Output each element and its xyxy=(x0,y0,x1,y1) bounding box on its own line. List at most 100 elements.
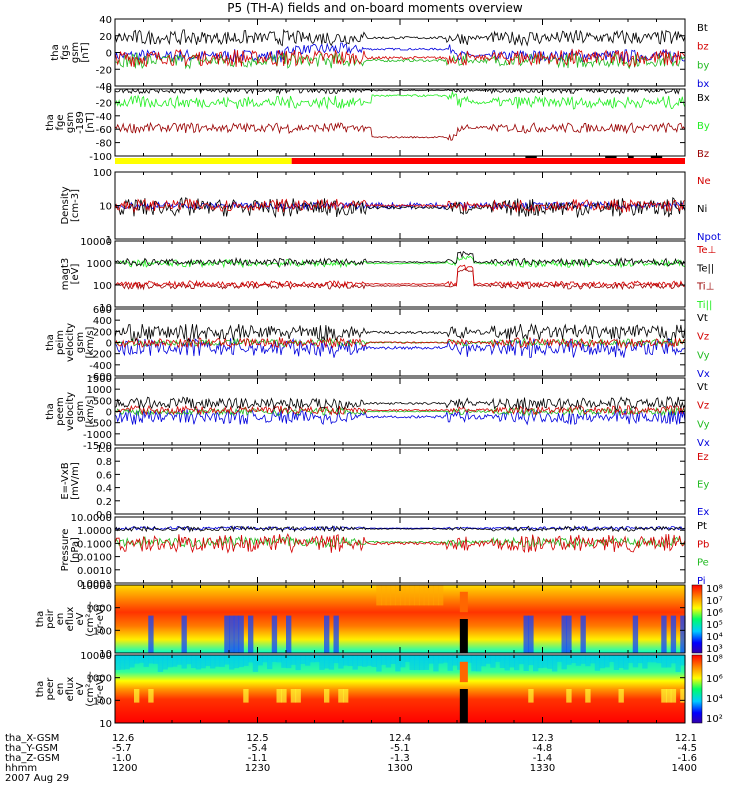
pressure-ytick-label: 10.0000 xyxy=(71,513,112,524)
peer-colorbar-tick: 10⁴ xyxy=(706,694,723,705)
peer-top-band xyxy=(153,655,159,664)
fgs-ytick-label: 40 xyxy=(99,15,112,26)
peem-ylabel: tha peem velocity gsm [km/s] xyxy=(45,392,96,431)
peer-ylabel-line: en xyxy=(55,683,66,696)
peer-ytick-label: 100 xyxy=(93,696,112,707)
peer-top-band xyxy=(490,655,496,668)
peer-ytick-label: 10 xyxy=(99,719,112,730)
peir-quiet-band xyxy=(390,585,396,606)
peer-top-band xyxy=(295,655,301,671)
peim-series-Vz xyxy=(114,337,686,349)
fgs-ylabel-line: tha xyxy=(50,44,61,60)
ephemeris-value: -1.0 xyxy=(112,753,132,764)
peer-mid-band xyxy=(585,689,591,703)
ephemeris-label: hhmm xyxy=(5,763,37,774)
peer-top-band xyxy=(447,655,453,671)
pressure-series-Pb xyxy=(114,533,686,554)
peir-low-flux xyxy=(286,615,292,653)
peer-top-band xyxy=(248,655,254,663)
pressure-legend-3: Pi xyxy=(697,576,706,587)
fgs-ytick-label: 20 xyxy=(99,32,112,43)
peem-ylabel-line: tha xyxy=(45,403,56,419)
efield-ytick-label: 0.6 xyxy=(96,470,112,481)
peer-top-band xyxy=(347,655,354,667)
peir-low-flux xyxy=(224,615,230,653)
peer-ylabel-line: (cm²-s- xyxy=(85,671,96,707)
ephemeris-value: 12.6 xyxy=(112,733,134,744)
peer-top-band xyxy=(675,655,681,672)
peer-top-band xyxy=(594,655,601,671)
peer-mid-band xyxy=(618,689,624,703)
peer-top-band xyxy=(499,655,506,668)
ephemeris-value: 1230 xyxy=(245,763,270,774)
ephemeris-value: -5.4 xyxy=(248,743,268,754)
peer-top-band xyxy=(366,655,373,666)
peer-top-band xyxy=(395,655,401,672)
peer-top-band xyxy=(191,655,197,669)
peim-ytick-label: 0 xyxy=(106,339,112,350)
peir-data-gap xyxy=(459,619,468,653)
peer-top-band xyxy=(229,655,235,670)
temperature-series-Te|| xyxy=(114,250,686,268)
peer-top-band xyxy=(485,655,491,664)
peir-low-flux xyxy=(248,615,254,653)
pressure-ytick-label: 0.0100 xyxy=(77,553,112,564)
peer-top-band xyxy=(571,655,577,664)
peer-mid-band xyxy=(281,689,287,703)
peer-top-band xyxy=(357,655,363,667)
density-ylabel: Density [cm-3] xyxy=(60,186,81,224)
fgs-ylabel-line: gsm xyxy=(70,42,81,63)
peer-top-band xyxy=(214,655,221,667)
peer-top-band xyxy=(262,655,268,663)
peer-top-band xyxy=(590,655,596,664)
figure-title: P5 (TH-A) fields and on-board moments ov… xyxy=(227,1,523,15)
peer-mid-band xyxy=(290,689,297,703)
fge-ylabel-line: gsm xyxy=(65,112,76,133)
efield-ytick-label: 0.8 xyxy=(96,457,112,468)
peer-top-band xyxy=(680,655,686,666)
ephemeris-label: tha_X-GSM xyxy=(5,733,59,744)
peer-top-band xyxy=(186,655,192,665)
peer-ylabel-line: tha xyxy=(35,681,46,697)
peer-top-band xyxy=(143,655,149,667)
peer-top-band xyxy=(343,655,349,666)
peer-ylabel-line: peer xyxy=(45,677,56,701)
peer-gap-cap xyxy=(459,661,468,683)
peim-ylabel-line: gsm xyxy=(75,332,86,353)
peem-series-Vt xyxy=(114,395,686,412)
peim-ylabel: tha peim velocity gsm [km/s] xyxy=(45,323,96,362)
peer-top-band xyxy=(580,655,586,664)
peim-series-Vx xyxy=(114,337,686,358)
peim-ytick-label: 600 xyxy=(93,305,112,316)
peer-top-band xyxy=(547,655,553,669)
peer-top-band xyxy=(385,655,392,668)
peir-low-flux xyxy=(271,615,278,653)
peir-ylabel-line: en xyxy=(55,613,66,626)
density-legend-2: Npot xyxy=(697,232,721,243)
fgs-ytick-label: -20 xyxy=(96,65,112,76)
peer-ytick-label: 1000 xyxy=(87,674,112,685)
fgs-ylabel-line: fgs xyxy=(60,45,71,60)
fge-legend-0: Bx xyxy=(697,93,710,104)
peer-mid-band xyxy=(295,689,301,703)
fgs-legend-0: Bt xyxy=(697,23,708,34)
peem-legend-2: Vy xyxy=(697,419,710,430)
ephemeris-value: -4.5 xyxy=(677,743,697,754)
ephemeris-value: 1400 xyxy=(672,763,697,774)
temperature-ytick-label: 1000 xyxy=(87,259,112,270)
pressure-ylabel-line: Pressure xyxy=(60,529,71,572)
efield-ytick-label: 0.2 xyxy=(96,497,112,508)
peer-top-band xyxy=(138,655,145,663)
peer-top-band xyxy=(205,655,211,667)
peir-quiet-band xyxy=(414,585,420,606)
peem-series-Vx xyxy=(114,407,686,426)
peer-top-band xyxy=(333,655,339,664)
peer-top-band xyxy=(224,655,230,665)
peir-low-flux xyxy=(238,615,244,653)
peer-top-band xyxy=(324,655,330,669)
peer-top-band xyxy=(167,655,173,668)
peer-top-band xyxy=(637,655,643,664)
peer-top-band xyxy=(352,655,358,670)
fge-ylabel-line: tha xyxy=(45,114,56,130)
